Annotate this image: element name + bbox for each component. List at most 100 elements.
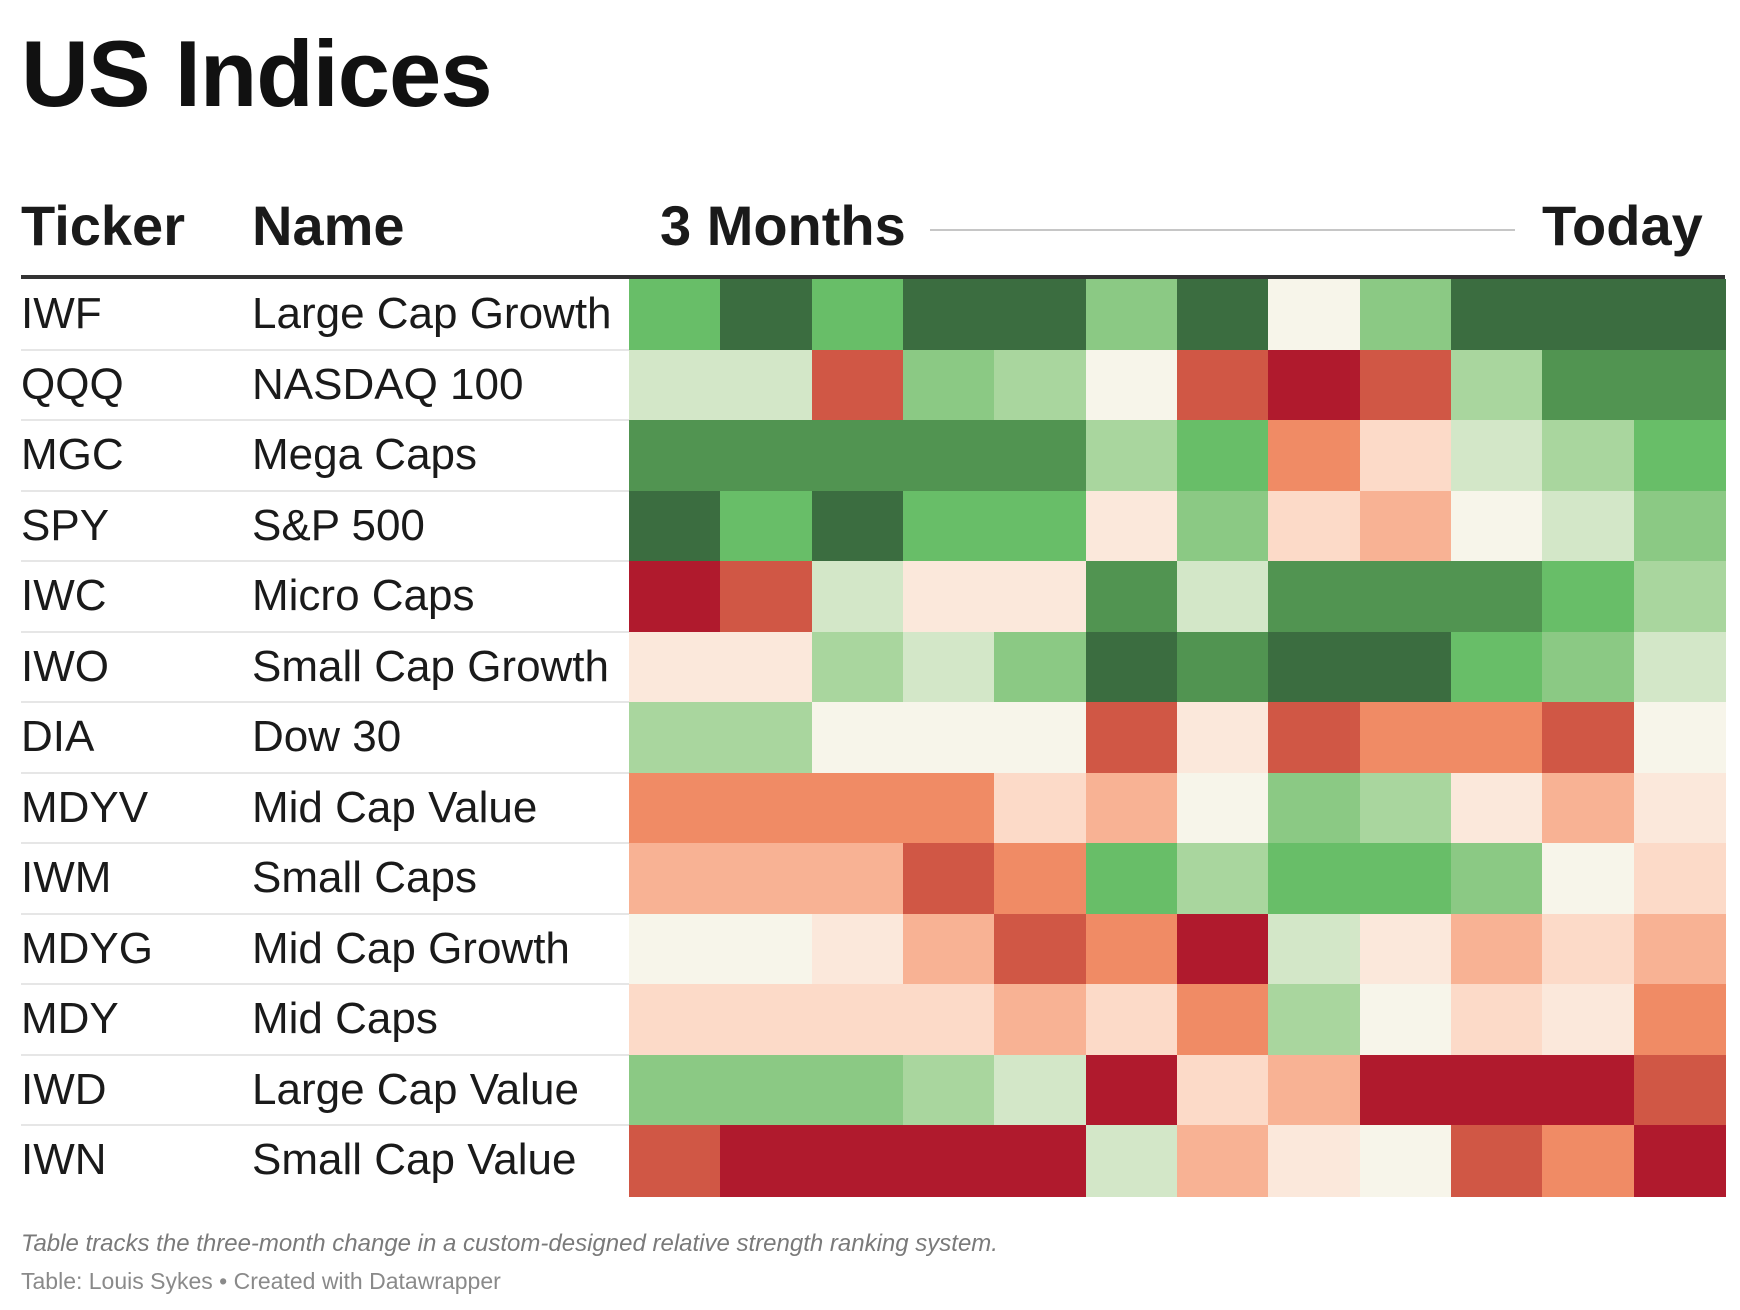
heatmap-cell — [1451, 843, 1543, 915]
row-divider — [21, 842, 629, 844]
heatmap-cell — [720, 702, 813, 774]
heatmap-cell — [629, 843, 721, 915]
heatmap-cell — [994, 702, 1087, 774]
heatmap-cell — [903, 350, 995, 421]
name-cell: Mid Caps — [252, 994, 438, 1043]
heatmap-cell — [1634, 773, 1726, 844]
heatmap-cell — [629, 561, 721, 633]
heatmap-cell — [812, 350, 904, 421]
heatmap-cell — [994, 914, 1087, 985]
heatmap-cell — [1451, 773, 1543, 844]
heatmap-cell — [1360, 702, 1452, 774]
row-divider — [21, 912, 629, 915]
ticker-cell: QQQ — [21, 359, 124, 409]
heatmap-cell — [1086, 914, 1178, 985]
row-divider — [21, 630, 629, 633]
heatmap-cell — [1177, 1125, 1269, 1197]
heatmap-cell — [994, 491, 1087, 562]
heatmap-cell — [1268, 1125, 1361, 1197]
heatmap-cell — [1542, 1125, 1635, 1197]
heatmap-cell — [1360, 843, 1452, 915]
heatmap-cell — [1268, 984, 1361, 1056]
name-cell: Mid Cap Growth — [252, 923, 570, 973]
footer-note: Table tracks the three-month change in a… — [21, 1230, 998, 1257]
heatmap-cell — [994, 279, 1087, 351]
heatmap-cell — [1086, 491, 1178, 562]
heatmap-cell — [1177, 632, 1269, 703]
heatmap-cell — [1360, 914, 1452, 985]
heatmap-cell — [1177, 984, 1269, 1056]
heatmap-cell — [1086, 843, 1178, 915]
name-cell: Micro Caps — [252, 571, 475, 620]
heatmap-cell — [1542, 491, 1635, 562]
name-cell: Small Cap Value — [252, 1135, 577, 1184]
heatmap-cell — [720, 914, 813, 985]
heatmap-cell — [629, 1125, 721, 1197]
heatmap-cell — [903, 420, 995, 492]
heatmap-cell — [1177, 420, 1269, 492]
heatmap-cell — [1634, 561, 1726, 633]
timeline-connector — [930, 229, 1515, 231]
heatmap-cell — [1268, 843, 1361, 915]
heatmap-cell — [720, 350, 813, 421]
heatmap-cell — [629, 632, 721, 703]
heatmap-cell — [903, 702, 995, 774]
heatmap-cell — [812, 491, 904, 562]
heatmap-cell — [994, 350, 1087, 421]
heatmap-cell — [812, 984, 904, 1056]
heatmap-cell — [1360, 632, 1452, 703]
heatmap-cell — [1542, 632, 1635, 703]
heatmap-cell — [720, 279, 813, 351]
heatmap-cell — [1268, 420, 1361, 492]
ticker-cell: DIA — [21, 712, 95, 761]
heatmap-cell — [1634, 632, 1726, 703]
heatmap-cell — [1360, 1055, 1452, 1126]
heatmap-cell — [629, 350, 721, 421]
column-header-ticker: Ticker — [21, 194, 185, 257]
ticker-cell: MDY — [21, 994, 119, 1043]
heatmap-cell — [1268, 561, 1361, 633]
ticker-cell: IWN — [21, 1135, 107, 1184]
heatmap-cell — [1177, 773, 1269, 844]
row-divider — [21, 771, 629, 774]
name-cell: Small Caps — [252, 853, 477, 902]
ticker-cell: IWF — [21, 289, 102, 338]
heatmap-cell — [1451, 632, 1543, 703]
heatmap-cell — [1542, 420, 1635, 492]
heatmap-cell — [1634, 1055, 1726, 1126]
column-header-today: Today — [1542, 194, 1703, 257]
row-divider — [21, 419, 629, 421]
heatmap-cell — [1268, 773, 1361, 844]
heatmap-cell — [1268, 702, 1361, 774]
heatmap-cell — [994, 561, 1087, 633]
heatmap-cell — [1360, 491, 1452, 562]
heatmap-cell — [903, 491, 995, 562]
heatmap-cell — [1634, 843, 1726, 915]
footer-credit: Table: Louis Sykes • Created with Datawr… — [21, 1268, 501, 1294]
heatmap-cell — [812, 773, 904, 844]
heatmap-cell — [1542, 843, 1635, 915]
name-cell: Dow 30 — [252, 712, 402, 761]
row-divider — [21, 1124, 629, 1126]
heatmap-cell — [629, 491, 721, 562]
heatmap-cell — [1086, 632, 1178, 703]
heatmap-cell — [1542, 984, 1635, 1056]
heatmap-cell — [629, 1055, 721, 1126]
heatmap-cell — [1086, 984, 1178, 1056]
heatmap-cell — [1086, 279, 1178, 351]
heatmap-cell — [629, 279, 721, 351]
heatmap-cell — [1634, 279, 1726, 351]
ticker-cell: SPY — [21, 500, 110, 550]
heatmap-cell — [1451, 491, 1543, 562]
heatmap-cell — [1086, 702, 1178, 774]
heatmap-cell — [720, 632, 813, 703]
header-rule — [21, 275, 1725, 279]
name-cell: Large Cap Value — [252, 1064, 579, 1114]
heatmap-cell — [1268, 350, 1361, 421]
heatmap-cell — [1360, 279, 1452, 351]
heatmap-cell — [1634, 702, 1726, 774]
heatmap-cell — [1451, 1055, 1543, 1126]
heatmap-cell — [994, 632, 1087, 703]
name-cell: S&P 500 — [252, 500, 425, 550]
